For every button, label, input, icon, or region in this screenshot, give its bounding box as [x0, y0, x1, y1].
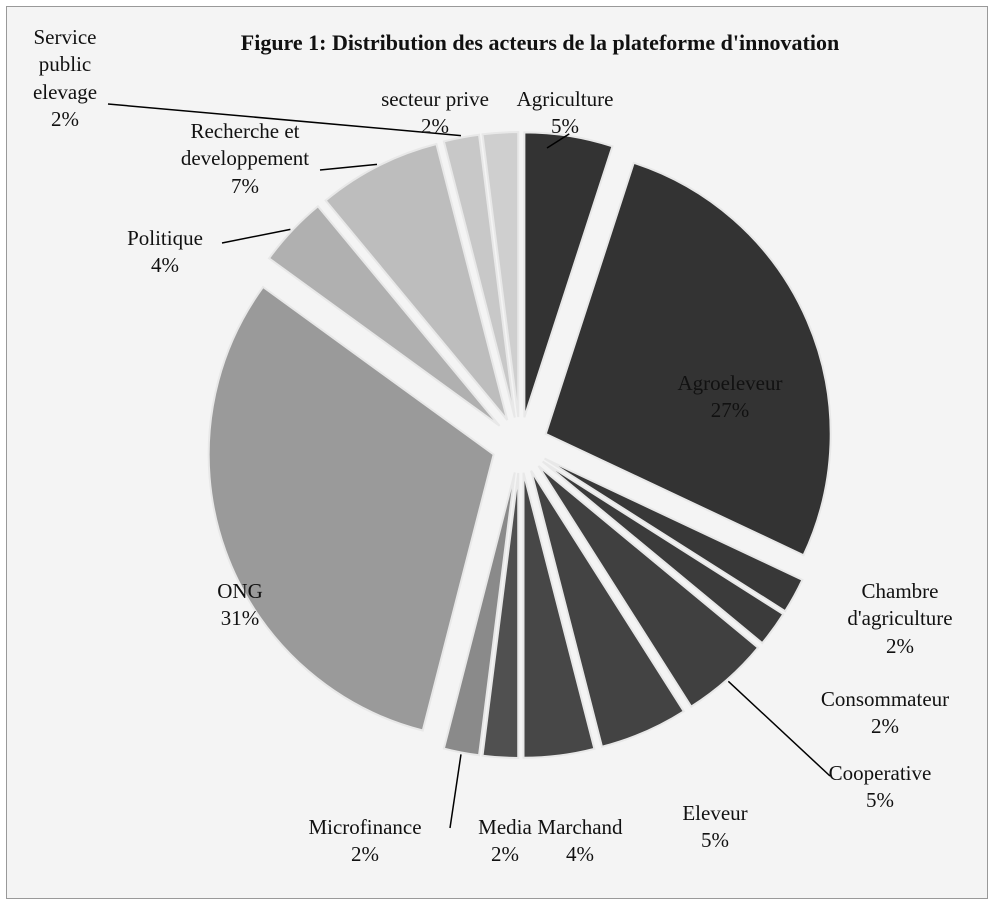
- category-label: Microfinance: [308, 815, 422, 839]
- pie-slice: [522, 472, 596, 759]
- slice-label: Politique 4%: [100, 225, 230, 280]
- value-label: 2%: [351, 842, 379, 867]
- slice-label: Service public elevage 2%: [20, 24, 110, 133]
- category-label: Agroeleveur: [677, 371, 783, 395]
- category-label: Service public elevage: [32, 25, 98, 104]
- pie-slice: [544, 161, 832, 557]
- category-label: Politique: [127, 226, 203, 250]
- pie-slice: [542, 460, 785, 645]
- pie-slice: [544, 457, 804, 613]
- category-label: Eleveur: [682, 801, 748, 825]
- slice-label: Marchand 4%: [510, 814, 650, 869]
- value-label: 4%: [566, 842, 594, 867]
- slice-label: Agriculture 5%: [470, 86, 660, 141]
- category-label: Chambre d'agriculture: [847, 579, 953, 631]
- leader-line: [107, 103, 462, 137]
- slice-label: Media 2%: [460, 814, 550, 869]
- value-label: 2%: [871, 714, 899, 739]
- value-label: 5%: [701, 828, 729, 853]
- category-label: Cooperative: [828, 761, 932, 785]
- value-label: 2%: [491, 842, 519, 867]
- pie-slice: [537, 465, 760, 709]
- category-label: Consommateur: [820, 687, 950, 711]
- pie-slice: [324, 142, 509, 421]
- pie-slice: [442, 472, 516, 757]
- pie-slice: [481, 131, 520, 418]
- category-label: Agriculture: [516, 87, 614, 111]
- category-label: secteur prive: [381, 87, 489, 111]
- leader-line: [727, 680, 831, 777]
- slice-label: Chambre d'agriculture 2%: [820, 578, 980, 660]
- pie-slice: [481, 472, 520, 759]
- pie-slice: [530, 470, 686, 748]
- pie-slice: [523, 131, 614, 418]
- value-label: 5%: [866, 788, 894, 813]
- category-label: Marchand: [537, 815, 623, 839]
- category-label: Recherche et developpement: [180, 119, 310, 171]
- pie-slice: [267, 204, 501, 427]
- slice-label: Microfinance 2%: [280, 814, 450, 869]
- slice-label: ONG 31%: [160, 578, 320, 633]
- category-label: ONG: [217, 579, 263, 603]
- value-label: 27%: [710, 398, 750, 423]
- category-label: Media: [478, 815, 532, 839]
- value-label: 5%: [551, 114, 579, 139]
- value-label: 2%: [421, 114, 449, 139]
- slice-label: Cooperative 5%: [780, 760, 980, 815]
- leader-line: [449, 754, 462, 829]
- slice-label: Recherche et developpement 7%: [140, 118, 350, 200]
- slice-label: Agroeleveur 27%: [630, 370, 830, 425]
- value-label: 4%: [151, 253, 179, 278]
- slice-label: secteur prive 2%: [350, 86, 520, 141]
- value-label: 7%: [231, 173, 259, 198]
- value-label: 2%: [51, 106, 79, 131]
- value-label: 2%: [886, 633, 914, 658]
- pie-slice: [442, 133, 516, 418]
- slice-label: Consommateur 2%: [790, 686, 980, 741]
- leader-line: [546, 133, 570, 149]
- chart-title: Figure 1: Distribution des acteurs de la…: [240, 30, 840, 55]
- leader-line: [221, 228, 291, 244]
- leader-line: [319, 163, 378, 171]
- value-label: 31%: [220, 606, 260, 631]
- pie-slice: [207, 285, 495, 732]
- slice-label: Eleveur 5%: [650, 800, 780, 855]
